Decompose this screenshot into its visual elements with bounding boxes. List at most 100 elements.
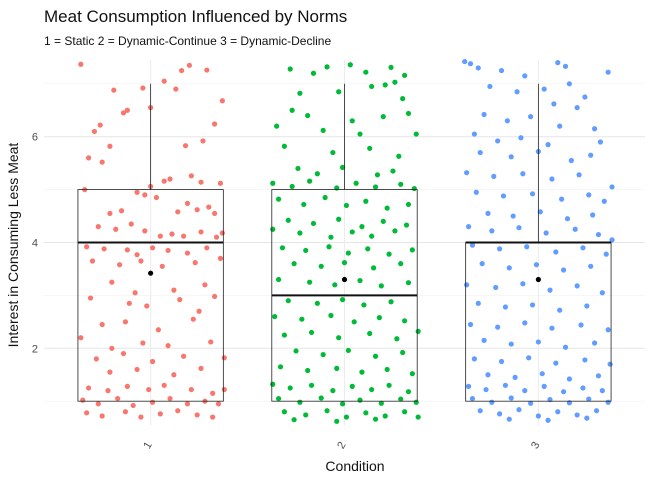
data-point [297,90,303,96]
data-point [485,372,491,378]
data-point [605,69,611,75]
data-point [167,176,173,182]
data-point [378,400,384,406]
data-point [495,324,501,330]
data-point [85,155,92,161]
data-point [464,170,470,176]
data-point [299,316,305,322]
data-point [374,172,381,178]
data-point [118,208,125,214]
data-point [359,369,365,375]
data-point [308,329,315,336]
data-point [320,352,326,358]
data-point [221,386,227,393]
data-point [134,252,140,258]
data-point [272,313,278,320]
data-point [599,388,605,394]
data-point [349,229,355,235]
data-point [518,135,524,141]
data-point [384,366,390,373]
data-point [537,209,543,215]
data-point [392,228,398,234]
data-point [568,157,574,164]
data-point [212,121,218,127]
data-point [117,262,123,268]
data-point [498,67,505,74]
data-point [188,173,194,179]
data-point [184,200,191,206]
data-point [359,224,365,230]
data-point [506,416,512,422]
data-point [386,382,392,388]
data-point [175,209,181,215]
data-point [336,216,342,222]
data-point [78,335,84,341]
data-point [219,230,225,236]
data-point [345,347,351,354]
data-point [516,225,522,231]
data-point [169,231,175,237]
data-point [146,386,152,393]
data-point [347,62,353,68]
data-point [541,383,547,389]
data-point [597,139,604,145]
data-point [208,339,214,345]
data-point [194,412,200,418]
x-tick-label: 1 [141,440,154,451]
data-point [502,304,509,310]
data-point [384,205,390,211]
data-point [510,213,516,219]
data-point [469,395,476,402]
data-point [363,69,369,75]
data-point [173,86,179,92]
data-point [165,247,171,254]
data-point [539,371,545,377]
data-point [398,181,404,187]
data-point [566,376,572,382]
data-point [508,154,514,160]
data-point [376,315,382,321]
data-point [198,179,204,185]
data-point [343,202,350,209]
data-point [402,318,408,324]
data-point [489,399,495,405]
data-point [188,386,194,393]
data-point [217,255,224,261]
data-point [159,263,165,269]
data-point [122,319,129,325]
x-axis: 1 2 3 [141,440,542,451]
data-point [93,356,99,362]
data-point [549,176,555,182]
data-point [582,94,588,100]
data-point [584,415,590,421]
data-point [291,417,297,423]
data-point [341,260,348,266]
data-point [80,397,86,403]
data-point [140,85,146,91]
data-point [334,418,340,424]
data-point [380,218,386,224]
data-point [496,246,503,252]
box-iqr [77,189,224,402]
jitter-points [78,58,615,424]
data-point [415,328,421,334]
data-point [372,184,379,190]
data-point [382,413,388,419]
data-point [522,320,528,326]
data-point [477,149,483,156]
data-point [545,417,551,423]
data-point [372,416,379,422]
data-point [357,277,363,284]
data-point [307,279,313,285]
data-point [365,246,371,252]
data-point [138,258,144,264]
data-point [204,245,210,251]
data-point [599,290,605,296]
data-point [609,184,615,190]
data-point [528,114,534,120]
data-point [415,414,421,420]
data-point [591,126,598,132]
data-point [217,180,224,186]
data-point [289,107,295,113]
data-point [380,114,386,120]
